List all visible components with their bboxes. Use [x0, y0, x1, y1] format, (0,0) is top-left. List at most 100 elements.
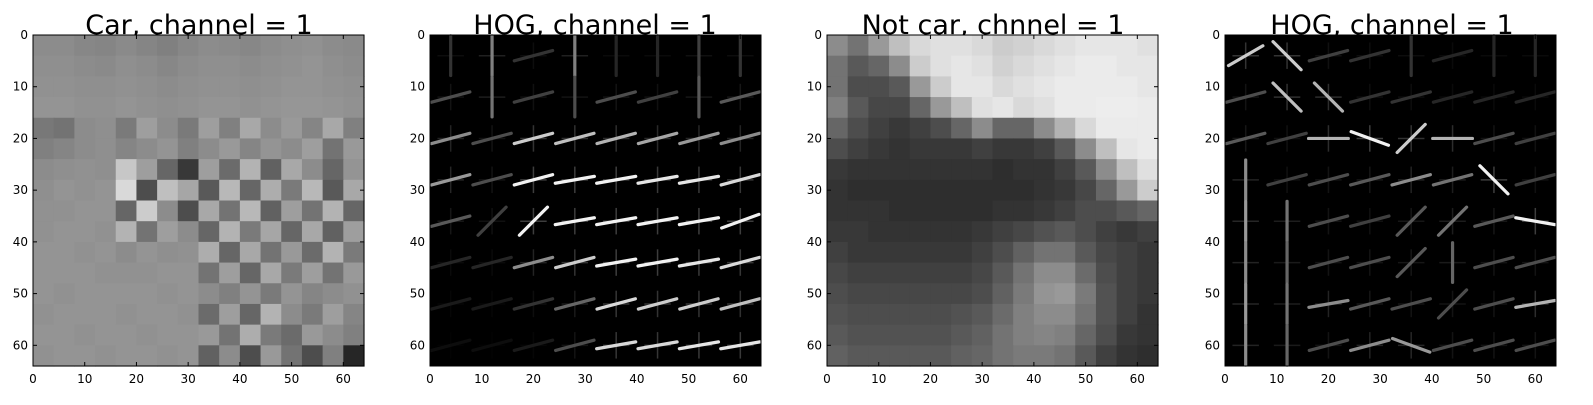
hog-orientation [1307, 48, 1350, 63]
heatmap-cell [322, 345, 344, 367]
heatmap-cell [281, 117, 303, 140]
heatmap-cell [136, 138, 158, 160]
heatmap-cell [301, 76, 324, 98]
heatmap-cell [1137, 97, 1159, 119]
heatmap-cell [115, 200, 138, 222]
hog-orientation [1390, 90, 1432, 104]
heatmap-cell [992, 76, 1014, 98]
hog-orientation [1436, 288, 1469, 320]
x-tick-label: 0 [823, 372, 831, 386]
hog-orientation [1349, 130, 1391, 147]
heatmap-cell [1054, 76, 1076, 98]
hog-cell [1390, 332, 1432, 359]
heatmap-cell [115, 324, 138, 346]
heatmap-cell [1013, 117, 1035, 140]
y-tick-label: 50 [13, 287, 28, 301]
heatmap-cell [992, 241, 1014, 264]
heatmap-cell [219, 97, 241, 119]
heatmap-cell [219, 179, 241, 202]
heatmap-cell [177, 97, 200, 119]
hog-cell [1473, 332, 1515, 359]
heatmap-cell [136, 345, 158, 367]
heatmap-cell [889, 283, 911, 305]
heatmap-cell [281, 262, 303, 284]
heatmap-cell [992, 262, 1014, 284]
heatmap-cell [889, 97, 911, 119]
heatmap-cell [157, 76, 179, 98]
heatmap-cell [198, 159, 220, 181]
heatmap-cell [1095, 76, 1118, 98]
y-tick-label: 10 [1205, 80, 1220, 94]
heatmap-cell [198, 221, 220, 243]
heatmap-cell [1013, 55, 1035, 77]
heatmap-cell [281, 303, 303, 326]
y-tick-label: 0 [814, 28, 822, 42]
heatmap-cell [1095, 35, 1118, 57]
heatmap-cell [847, 283, 869, 305]
hog-orientation [429, 255, 472, 270]
hog-cell [1232, 241, 1259, 285]
hog-cell [678, 125, 720, 152]
y-tick-label: 20 [13, 131, 28, 145]
heatmap-cell [74, 324, 96, 346]
heatmap-cell [115, 221, 138, 243]
heatmap-cell [1013, 35, 1035, 57]
hog-cell [678, 290, 720, 318]
hog-cell [1266, 166, 1308, 194]
heatmap-cell [1075, 159, 1097, 181]
heatmap-cell [909, 221, 932, 243]
panel-car-image: Car, channel = 1 0 10 20 30 40 50 600102030405… [13, 10, 365, 386]
heatmap-cell [115, 345, 138, 367]
heatmap-cell [95, 283, 117, 305]
hog-cell [1473, 290, 1515, 318]
heatmap-cell [951, 200, 973, 222]
heatmap-cell [74, 138, 96, 160]
heatmap-cell [847, 159, 869, 181]
heatmap-cell [281, 179, 303, 202]
hog-cell [1273, 282, 1301, 326]
x-tick-label: 20 [526, 372, 541, 386]
heatmap-cell [74, 345, 96, 367]
heatmap-cell [951, 262, 973, 284]
heatmap-cell [1137, 35, 1159, 57]
heatmap-cell [219, 303, 241, 326]
heatmap-cell [322, 283, 344, 305]
heatmap-cell [1013, 200, 1035, 222]
hog-cell [1307, 290, 1350, 318]
heatmap-cell [281, 283, 303, 305]
heatmap-cell [136, 241, 158, 264]
heatmap-cell [868, 76, 890, 98]
x-tick-label: 50 [284, 372, 299, 386]
heatmap-cell [930, 283, 952, 305]
hog-orientation [1514, 131, 1557, 146]
heatmap-cell [1075, 55, 1097, 77]
heatmap-cell [971, 200, 994, 222]
hog-orientation [471, 255, 513, 270]
heatmap-cell [53, 159, 75, 181]
heatmap-cell [33, 76, 55, 98]
y-tick-label: 30 [1205, 183, 1220, 197]
heatmap-cell [219, 138, 241, 160]
hog-cell [595, 290, 637, 318]
plot-area [430, 35, 761, 366]
hog-cell [720, 207, 761, 235]
heatmap-cell [951, 117, 973, 140]
heatmap-cell [136, 35, 158, 57]
hog-cell [1431, 42, 1474, 69]
heatmap-cell [909, 324, 932, 346]
heatmap-cell [301, 200, 324, 222]
heatmap-cell [239, 159, 262, 181]
heatmap-cell [136, 55, 158, 77]
heatmap-cell [136, 97, 158, 119]
heatmap-cell [827, 200, 849, 222]
heatmap-cell [971, 179, 994, 202]
heatmap-cell [343, 324, 365, 346]
heatmap-cell [219, 200, 241, 222]
hog-orientation [429, 131, 472, 146]
hog-cell [636, 83, 679, 111]
heatmap-cell [177, 262, 200, 284]
hog-cell [636, 166, 679, 194]
heatmap-cell [74, 179, 96, 202]
hog-cell [1390, 83, 1432, 111]
heatmap-cell [847, 138, 869, 160]
